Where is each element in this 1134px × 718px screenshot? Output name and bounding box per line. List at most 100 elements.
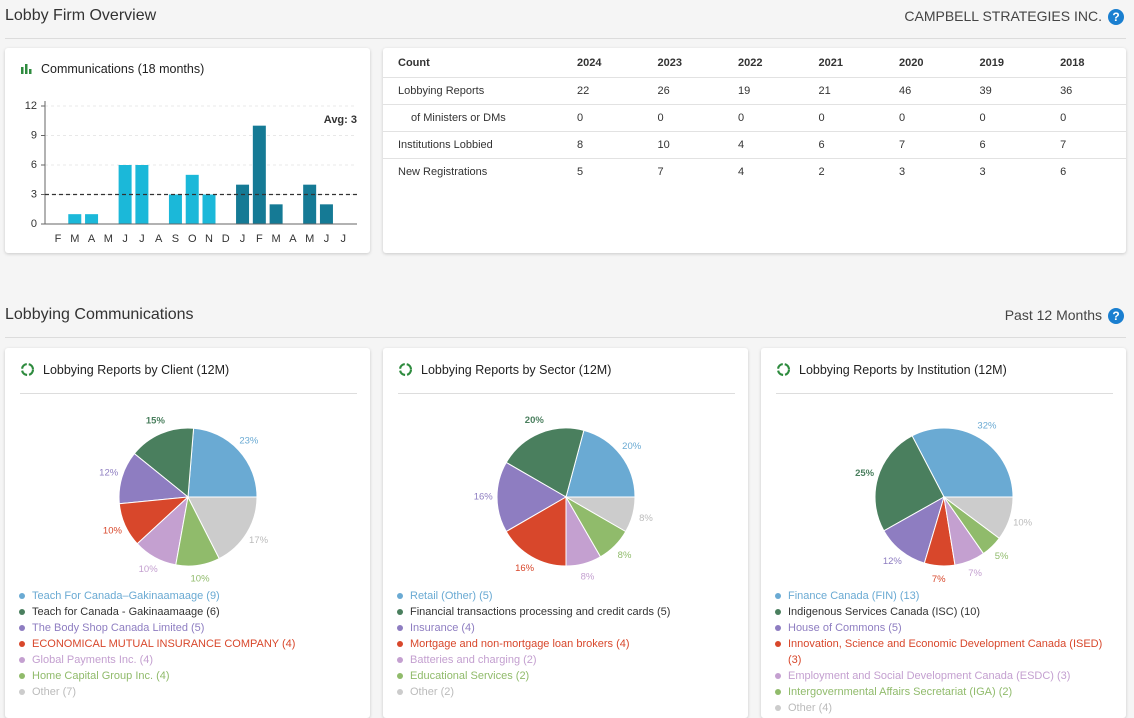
x-tick-label: S <box>172 233 179 245</box>
slice-label: 7% <box>932 574 946 585</box>
bar-icon <box>21 64 32 74</box>
legend: Teach For Canada–Gakinaamaage (9) Teach f… <box>17 588 352 700</box>
legend-item: Other (2) <box>395 684 730 700</box>
legend-dot <box>775 705 781 711</box>
legend-label: Retail (Other) (5) <box>410 590 493 602</box>
table-row: of Ministers or DMs 0 0 0 0 0 0 0 <box>383 104 1126 132</box>
x-tick-label: F <box>256 233 263 245</box>
table-row: Lobbying Reports 22 26 19 21 46 39 36 <box>383 77 1126 105</box>
x-tick-label: A <box>88 233 96 245</box>
card-title: Communications (18 months) <box>20 62 204 76</box>
legend-item: Financial transactions processing and cr… <box>395 604 730 620</box>
legend-label: Teach for Canada - Gakinaamaage (6) <box>32 606 220 618</box>
pie-card: Lobbying Reports by Client (12M) 23% 15% 12… <box>5 348 370 718</box>
bar <box>68 214 82 224</box>
average-label: Avg: 3 <box>324 114 357 126</box>
page-title: Lobby Firm Overview <box>5 7 157 24</box>
legend-dot <box>19 657 25 663</box>
legend-label: Other (2) <box>410 686 455 698</box>
cell: 4 <box>738 131 819 159</box>
slice-label: 20% <box>622 441 642 452</box>
x-tick-label: J <box>340 233 346 245</box>
pie-slice <box>187 427 258 498</box>
cell: 10 <box>657 131 738 159</box>
cell: 0 <box>1060 104 1126 132</box>
slice-label: 23% <box>239 435 259 446</box>
header-cell: 2019 <box>979 48 1061 78</box>
y-tick-label: 6 <box>31 159 37 171</box>
header-cell: 2021 <box>818 48 900 78</box>
legend-dot <box>19 609 25 615</box>
slice-label: 12% <box>883 556 903 567</box>
ring <box>776 362 791 377</box>
table-row: Institutions Lobbied 8 10 4 6 7 6 7 <box>383 131 1126 159</box>
legend-dot <box>19 625 25 631</box>
cell: 7 <box>657 166 664 178</box>
ring <box>20 362 35 377</box>
x-tick-label: J <box>324 233 330 245</box>
cell: 2 <box>818 166 825 178</box>
slice-label: 8% <box>639 513 653 524</box>
cell: 7 <box>1060 131 1126 159</box>
y-tick-label: 3 <box>31 189 37 201</box>
legend-item: Indigenous Services Canada (ISC) (10) <box>773 604 1108 620</box>
card-title: Lobbying Reports by Institution (12M) <box>776 362 1007 377</box>
pie-slice <box>133 427 195 498</box>
x-tick-label: N <box>205 233 213 245</box>
help-icon[interactable]: ? <box>1108 308 1124 325</box>
legend-dot <box>397 609 403 615</box>
slice-label: 10% <box>191 573 211 584</box>
cell: 39 <box>979 77 1061 105</box>
divider <box>5 337 1126 338</box>
x-tick-label: M <box>272 233 281 245</box>
legend-item: Home Capital Group Inc. (4) <box>17 668 352 684</box>
legend-label: Intergovernmental Affairs Secretariat (I… <box>788 686 1013 698</box>
pie-slice <box>942 496 1014 539</box>
help-icon[interactable]: ? <box>1108 9 1124 26</box>
legend-label: Finance Canada (FIN) (13) <box>788 590 920 602</box>
x-tick-label: F <box>55 233 62 245</box>
legend-label: House of Commons (5) <box>788 622 902 634</box>
legend-item: House of Commons (5) <box>773 620 1108 636</box>
slice-label: 8% <box>581 571 595 582</box>
cell: 36 <box>1060 77 1126 105</box>
legend-dot <box>775 673 781 679</box>
legend-item: Employment and Social Development Canada… <box>773 668 1108 684</box>
legend-dot <box>397 625 403 631</box>
bar <box>135 165 149 224</box>
header-cell: 2024 <box>576 48 658 78</box>
pie-chart: 23% 15% 12% 10% 10% 10% 17% <box>99 415 269 584</box>
legend-dot <box>19 689 25 695</box>
pie-icon <box>20 362 35 377</box>
legend-label: Other (7) <box>32 686 77 698</box>
cell: New Registrations <box>398 166 488 178</box>
slice-label: 17% <box>249 535 269 546</box>
legend-label: Innovation, Science and Economic Develop… <box>788 638 1103 666</box>
x-tick-label: M <box>104 233 113 245</box>
stats-table: Count 2024 2023 2022 2021 2020 2019 2018 Lobbyin… <box>383 48 1126 185</box>
pie-slice <box>505 427 585 498</box>
period: Past 12 Months? <box>1005 307 1124 325</box>
legend-item: Insurance (4) <box>395 620 730 636</box>
pie-slice <box>565 429 636 498</box>
pie-title: Lobbying Reports by Sector (12M) <box>421 362 612 377</box>
pie-slice <box>187 496 258 560</box>
cell: Institutions Lobbied <box>383 131 577 159</box>
bar <box>236 184 250 224</box>
legend-item: Other (7) <box>17 684 352 700</box>
table-card: Count 2024 2023 2022 2021 2020 2019 2018 Lobbyin… <box>383 48 1126 253</box>
slice-label: 16% <box>515 563 535 574</box>
legend-dot <box>19 641 25 647</box>
cell: 3 <box>979 166 986 178</box>
legend-dot <box>397 673 403 679</box>
bar <box>185 174 199 224</box>
cell: 4 <box>738 166 745 178</box>
x-tick-label: J <box>139 233 145 245</box>
pie-slice <box>496 461 568 533</box>
cell: 46 <box>899 77 980 105</box>
slice-label: 25% <box>855 468 875 479</box>
y-tick-label: 12 <box>25 100 37 112</box>
legend-item: Intergovernmental Affairs Secretariat (I… <box>773 684 1108 700</box>
cell: 0 <box>576 104 658 132</box>
bar <box>202 194 216 224</box>
